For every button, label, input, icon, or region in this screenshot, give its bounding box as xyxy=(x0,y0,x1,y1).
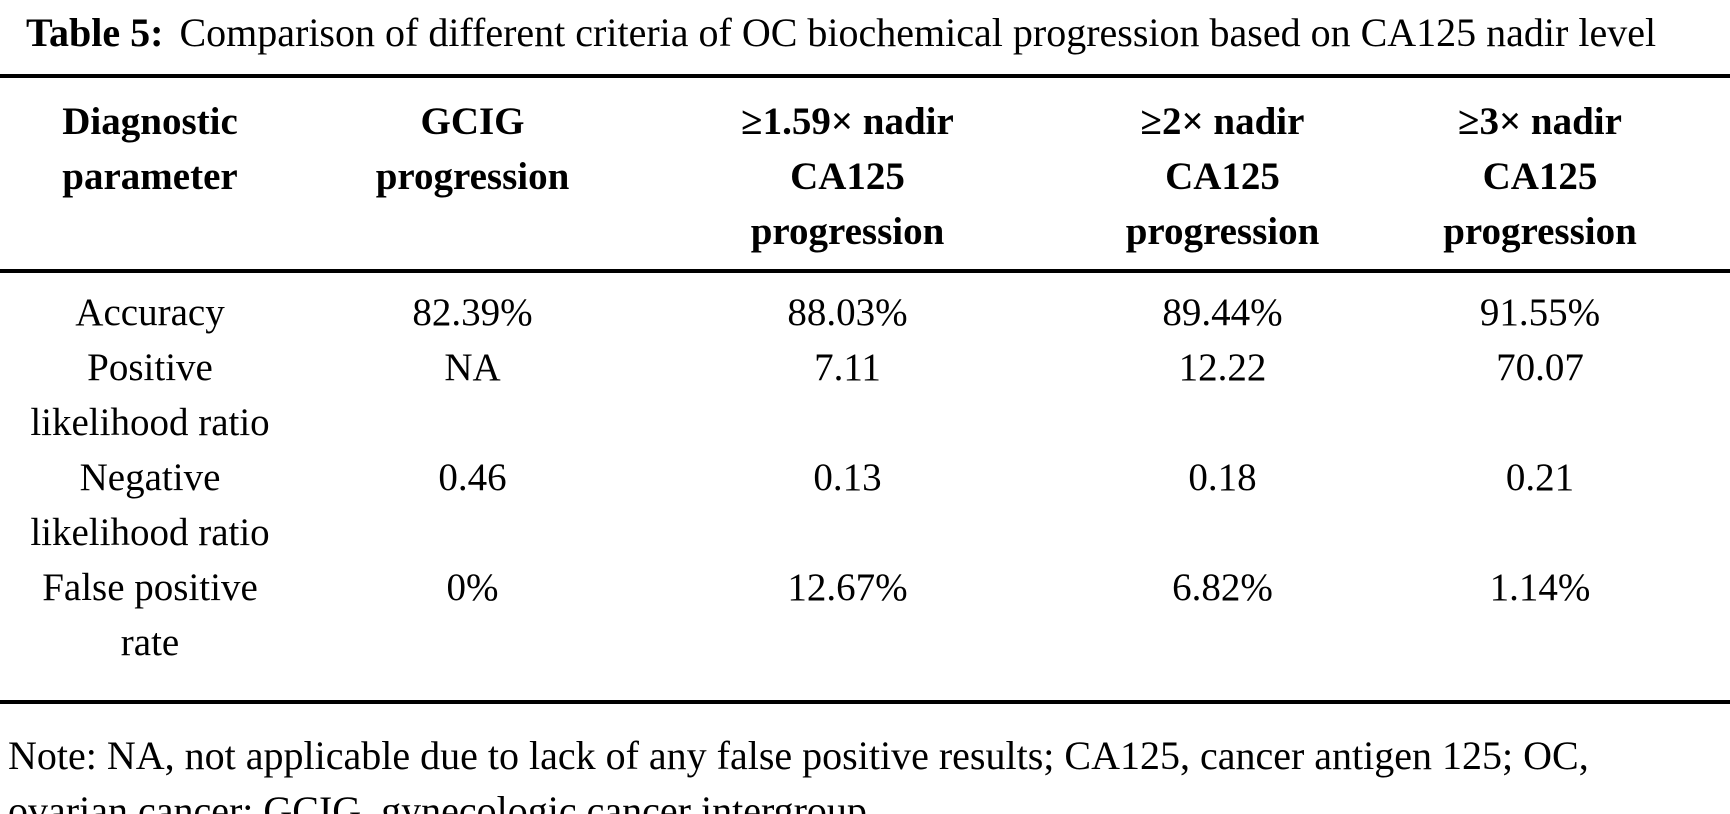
cell-nlr-3x: 0.21 xyxy=(1505,456,1575,499)
cell-fpr-1-59x: 12.67% xyxy=(787,566,908,609)
column-header-diagnostic-parameter: Diagnostic parameter xyxy=(62,100,238,198)
row-label-positive-likelihood-ratio: Positive likelihood ratio xyxy=(30,346,270,444)
cell-accuracy-1-59x: 88.03% xyxy=(787,291,908,334)
cell-nlr-1-59x: 0.13 xyxy=(813,456,882,499)
column-header-3x-nadir: ≥3× nadir CA125 progression xyxy=(1443,100,1637,253)
row-label-negative-likelihood-ratio: Negative likelihood ratio xyxy=(30,456,270,554)
cell-accuracy-gcig: 82.39% xyxy=(412,291,533,334)
table-row-accuracy: Accuracy 82.39% 88.03% 89.44% 91.55% xyxy=(0,271,1730,340)
table-body: Accuracy 82.39% 88.03% 89.44% 91.55% Pos… xyxy=(0,271,1730,702)
table-row-positive-likelihood-ratio: Positive likelihood ratio NA 7.11 12.22 … xyxy=(0,340,1730,450)
header-row: Diagnostic parameter GCIG progression ≥1… xyxy=(0,76,1730,271)
cell-plr-3x: 70.07 xyxy=(1496,346,1584,389)
cell-nlr-gcig: 0.46 xyxy=(438,456,507,499)
cell-accuracy-2x: 89.44% xyxy=(1162,291,1283,334)
comparison-table: Diagnostic parameter GCIG progression ≥1… xyxy=(0,74,1730,704)
row-label-false-positive-rate: False positive rate xyxy=(42,566,258,664)
table-caption: Table 5: Comparison of different criteria… xyxy=(0,0,1730,74)
cell-fpr-2x: 6.82% xyxy=(1172,566,1273,609)
cell-accuracy-3x: 91.55% xyxy=(1479,291,1601,334)
table-caption-text: Comparison of different criteria of OC b… xyxy=(179,10,1657,55)
table-row-false-positive-rate: False positive rate 0% 12.67% 6.82% 1.14… xyxy=(0,560,1730,702)
cell-plr-1-59x: 7.11 xyxy=(814,346,881,389)
table-row-negative-likelihood-ratio: Negative likelihood ratio 0.46 0.13 0.18… xyxy=(0,450,1730,560)
table-header: Diagnostic parameter GCIG progression ≥1… xyxy=(0,76,1730,271)
column-header-gcig-progression: GCIG progression xyxy=(375,100,570,198)
cell-plr-gcig: NA xyxy=(444,346,501,389)
cell-nlr-2x: 0.18 xyxy=(1188,456,1257,499)
cell-plr-2x: 12.22 xyxy=(1178,346,1267,389)
column-header-1-59x-nadir: ≥1.59× nadir CA125 progression xyxy=(741,100,954,253)
cell-fpr-gcig: 0% xyxy=(446,566,499,609)
row-label-accuracy: Accuracy xyxy=(75,291,225,334)
cell-fpr-3x: 1.14% xyxy=(1489,566,1591,609)
table-caption-label: Table 5: xyxy=(26,10,164,55)
table-footnote: Note: NA, not applicable due to lack of … xyxy=(8,733,1589,814)
column-header-2x-nadir: ≥2× nadir CA125 progression xyxy=(1125,100,1320,253)
